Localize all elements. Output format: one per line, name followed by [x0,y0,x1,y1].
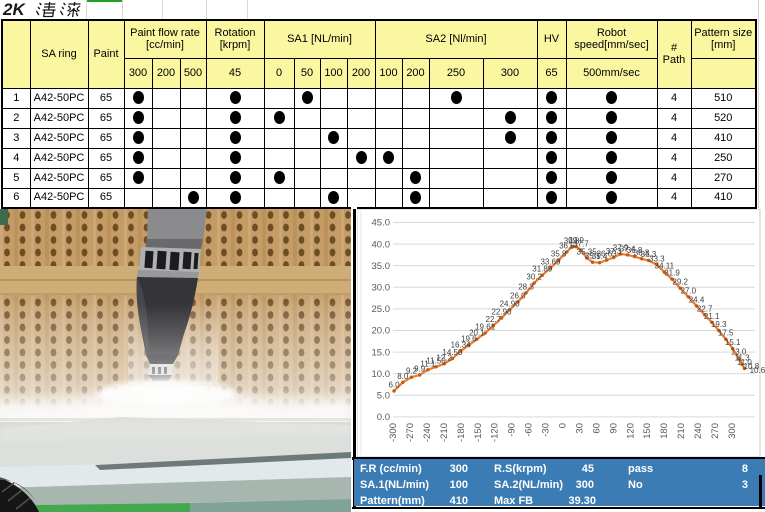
svg-text:15.1: 15.1 [725,338,741,347]
svg-text:33.69: 33.69 [540,257,561,266]
svg-text:35.3: 35.3 [641,250,657,259]
svg-text:25.0: 25.0 [372,304,391,315]
svg-text:-120: -120 [490,423,501,442]
svg-text:36.8: 36.8 [627,246,643,255]
svg-text:150: 150 [642,423,653,439]
svg-text:30: 30 [574,423,585,434]
svg-text:40.0: 40.0 [372,239,391,250]
svg-text:11.0: 11.0 [737,358,753,367]
svg-text:35.0: 35.0 [372,261,391,272]
svg-text:16.34: 16.34 [451,341,472,350]
svg-text:19.61: 19.61 [475,323,496,332]
svg-text:45.0: 45.0 [372,218,391,229]
svg-text:36.5: 36.5 [559,241,575,250]
svg-text:11.3: 11.3 [735,354,751,363]
svg-text:28.3: 28.3 [518,282,534,291]
svg-text:8.0: 8.0 [397,372,409,381]
svg-text:30.2: 30.2 [526,273,542,282]
svg-text:24.4: 24.4 [689,295,705,304]
svg-text:24.90: 24.90 [500,299,521,308]
svg-text:20.1: 20.1 [469,329,485,338]
svg-text:19.6: 19.6 [461,335,477,344]
svg-text:13.0: 13.0 [731,348,747,357]
svg-text:-30: -30 [541,423,552,437]
svg-text:-90: -90 [507,423,518,437]
svg-text:35.8: 35.8 [551,250,567,259]
svg-text:39.8: 39.8 [564,237,580,246]
svg-text:-240: -240 [422,423,433,442]
svg-text:11.1: 11.1 [420,359,436,368]
svg-text:0: 0 [558,423,569,428]
svg-text:60: 60 [591,423,602,434]
svg-text:12.2: 12.2 [436,353,452,362]
svg-text:37.9: 37.9 [613,244,629,253]
svg-text:37.4: 37.4 [620,244,636,253]
svg-text:31.9: 31.9 [664,269,680,278]
svg-text:22.7: 22.7 [697,304,713,313]
svg-text:35.1: 35.1 [585,252,601,261]
svg-text:6.0: 6.0 [388,381,400,390]
svg-text:31.89: 31.89 [532,265,553,274]
svg-text:37.7: 37.7 [573,240,589,249]
svg-text:33.3: 33.3 [649,254,665,263]
svg-text:19.3: 19.3 [711,320,727,329]
svg-text:30.0: 30.0 [372,283,391,294]
svg-text:20.0: 20.0 [372,326,391,337]
svg-text:39.9: 39.9 [568,236,584,245]
svg-text:10.0: 10.0 [372,369,391,380]
svg-text:-270: -270 [405,423,416,442]
svg-text:34.11: 34.11 [655,262,675,271]
svg-text:37.3: 37.3 [606,247,622,256]
svg-text:180: 180 [659,423,670,439]
svg-text:-300: -300 [388,423,399,442]
svg-text:36.63: 36.63 [597,250,618,259]
svg-text:9.2: 9.2 [406,367,418,376]
svg-text:35.4: 35.4 [592,252,608,261]
svg-text:21.1: 21.1 [704,312,720,321]
svg-text:36.3: 36.3 [634,248,650,257]
svg-text:120: 120 [625,423,636,439]
svg-text:9.9: 9.9 [414,365,426,374]
svg-text:15.0: 15.0 [372,347,391,358]
svg-text:27.0: 27.0 [681,286,697,295]
svg-text:-60: -60 [524,423,535,437]
svg-text:270: 270 [710,423,721,439]
svg-text:22.90: 22.90 [491,308,512,317]
svg-text:0.0: 0.0 [377,412,390,423]
svg-text:35.35: 35.35 [577,247,598,256]
svg-text:-150: -150 [473,423,484,442]
svg-text:5.0: 5.0 [377,391,390,402]
svg-text:11.50: 11.50 [426,356,446,365]
svg-text:-210: -210 [439,423,450,442]
svg-text:29.2: 29.2 [672,278,688,287]
svg-text:26.0: 26.0 [510,292,526,301]
svg-text:14.50: 14.50 [442,348,463,357]
svg-text:90: 90 [608,423,619,434]
svg-text:10.6: 10.6 [750,366,765,375]
svg-text:-180: -180 [456,423,467,442]
svg-text:210: 210 [676,423,687,439]
svg-text:22.7: 22.7 [486,315,502,324]
svg-text:10.8: 10.8 [744,362,760,371]
svg-text:17.5: 17.5 [718,329,734,338]
svg-text:300: 300 [727,423,738,439]
svg-text:240: 240 [693,423,704,439]
